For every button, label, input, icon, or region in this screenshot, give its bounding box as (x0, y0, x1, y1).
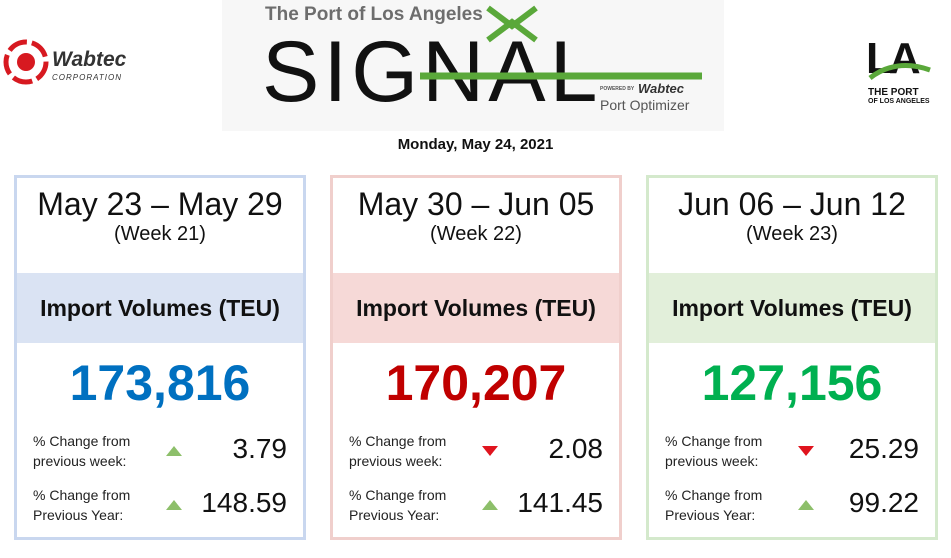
change-label: % Change from previous week: (349, 431, 446, 471)
left-logo-name: Wabtec (52, 48, 127, 71)
product: Port Optimizer (600, 97, 690, 113)
change-value: 148.59 (201, 487, 287, 518)
metric-label: Import Volumes (TEU) (17, 273, 303, 343)
metric-value: 170,207 (385, 355, 567, 411)
change-row: % Change from previous week: 25.29 (649, 423, 935, 477)
change-label-line: % Change from (665, 433, 763, 449)
up-arrow (482, 500, 498, 510)
change-label-line: % Change from (33, 487, 131, 503)
signal-banner (222, 0, 724, 131)
change-row: % Change from Previous Year: 99.22 (649, 477, 935, 531)
left-logo-sub: CORPORATION (52, 73, 122, 82)
change-label: % Change from previous week: (33, 431, 130, 471)
wabtec-logo (3, 39, 49, 85)
card-header: May 30 – Jun 05 (Week 22) (333, 178, 619, 273)
change-label-line: previous week: (33, 453, 127, 469)
change-label-line: Previous Year: (33, 507, 124, 523)
change-label: % Change from Previous Year: (349, 485, 446, 525)
accent-chevron (486, 18, 538, 43)
change-label: % Change from Previous Year: (33, 485, 130, 525)
change-row: % Change from Previous Year: 148.59 (17, 477, 303, 531)
change-value: 3.79 (232, 433, 288, 464)
up-arrow (166, 500, 182, 510)
powered-by: POWERED BY (600, 86, 635, 92)
trend-icon (798, 500, 814, 510)
change-value: 141.45 (517, 487, 603, 518)
week-label: (Week 21) (114, 223, 206, 245)
metric-label: Import Volumes (TEU) (333, 273, 619, 343)
week-card: May 23 – May 29 (Week 21) Import Volumes (… (14, 175, 306, 540)
brand: Wabtec (638, 81, 684, 96)
accent-chevron (486, 5, 538, 30)
trend-icon (482, 500, 498, 510)
wave (868, 63, 931, 81)
title-top: The Port of Los Angeles (265, 4, 483, 25)
date-range: May 23 – May 29 (37, 186, 283, 222)
card-header: Jun 06 – Jun 12 (Week 23) (649, 178, 935, 273)
date-range: May 30 – Jun 05 (357, 186, 595, 222)
signal-accent (420, 5, 702, 80)
change-label-line: Previous Year: (665, 507, 756, 523)
week-label: (Week 22) (430, 223, 522, 245)
change-label-line: % Change from (665, 487, 763, 503)
change-label-line: % Change from (349, 487, 447, 503)
change-row: % Change from previous week: 2.08 (333, 423, 619, 477)
change-row: % Change from Previous Year: 141.45 (333, 477, 619, 531)
change-label-line: previous week: (349, 453, 443, 469)
metric-value: 173,816 (69, 355, 251, 411)
logo-ring (3, 39, 49, 85)
week-label: (Week 23) (746, 223, 838, 245)
change-label-line: % Change from (33, 433, 131, 449)
title: SIGNAL (262, 24, 602, 120)
right-logo-line2: OF LOS ANGELES (868, 98, 930, 105)
week-card: May 30 – Jun 05 (Week 22) Import Volumes (… (330, 175, 622, 540)
trend-icon (166, 500, 182, 510)
metric-value: 127,156 (701, 355, 883, 411)
up-arrow (798, 500, 814, 510)
change-row: % Change from previous week: 3.79 (17, 423, 303, 477)
date-range: Jun 06 – Jun 12 (678, 186, 906, 222)
change-value: 2.08 (548, 433, 604, 464)
change-label-line: % Change from (349, 433, 447, 449)
trend-icon (166, 446, 182, 456)
down-arrow (798, 446, 814, 456)
change-label-line: Previous Year: (349, 507, 440, 523)
change-value: 99.22 (848, 487, 919, 518)
trend-icon (798, 446, 814, 456)
week-card: Jun 06 – Jun 12 (Week 23) Import Volumes (… (646, 175, 938, 540)
date: Monday, May 24, 2021 (397, 136, 554, 153)
la-wave (868, 63, 931, 81)
logo-dot (17, 53, 35, 71)
card-header: May 23 – May 29 (Week 21) (17, 178, 303, 273)
change-label: % Change from Previous Year: (665, 485, 762, 525)
change-value: 25.29 (848, 433, 919, 464)
down-arrow (482, 446, 498, 456)
change-label-line: previous week: (665, 453, 759, 469)
up-arrow (166, 446, 182, 456)
right-logo-line1: THE PORT (868, 87, 919, 98)
trend-icon (482, 446, 498, 456)
change-label: % Change from previous week: (665, 431, 762, 471)
metric-label: Import Volumes (TEU) (649, 273, 935, 343)
